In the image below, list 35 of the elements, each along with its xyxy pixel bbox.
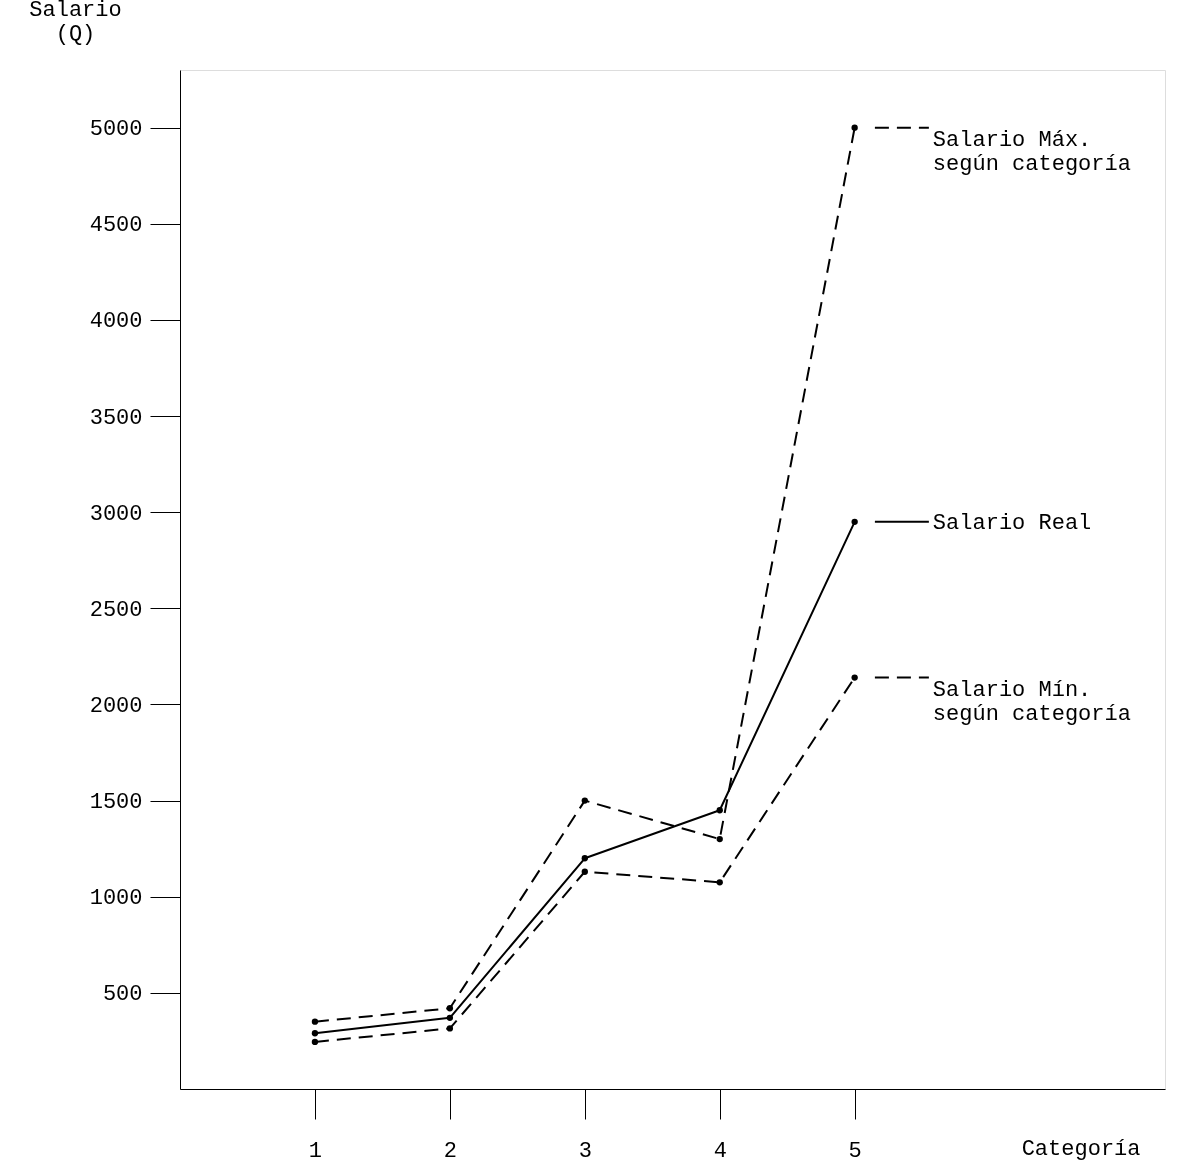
y-tick-label: 3500 [89,405,143,431]
point [581,797,588,804]
legend-label: Salario Mín. según categoría [932,677,1131,727]
point [851,674,858,681]
y-tick-label: 1500 [89,790,143,816]
point [446,1025,454,1032]
point [581,868,588,875]
point [311,1018,319,1025]
point [716,807,723,814]
y-tick-label: 1000 [89,886,143,912]
y-tick-label: 4000 [89,309,143,335]
y-tick-label: 2500 [89,597,143,623]
point [851,518,858,525]
x-tick-label: 4 [713,1138,727,1161]
point [851,124,858,131]
x-tick-label: 2 [443,1138,457,1161]
x-axis-title: Categoría [1021,1136,1141,1161]
y-tick-label: 4500 [89,213,143,239]
point [446,1005,454,1012]
y-tick-label: 3000 [89,501,143,527]
x-tick-label: 1 [308,1138,323,1161]
legend-label: Salario Real [932,510,1092,536]
y-tick-label: 5000 [89,117,143,143]
y-tick-label: 500 [102,982,143,1008]
point [311,1030,319,1037]
x-tick-label: 5 [848,1138,862,1161]
y-tick-label: 2000 [89,693,143,719]
x-tick-label: 3 [578,1138,592,1161]
point [581,855,588,862]
point [716,835,723,843]
y-axis-title: Salario (Q) [29,0,122,47]
legend-label: Salario Máx. según categoría [932,127,1131,177]
point [716,879,723,886]
point [311,1038,319,1046]
point [446,1014,454,1022]
